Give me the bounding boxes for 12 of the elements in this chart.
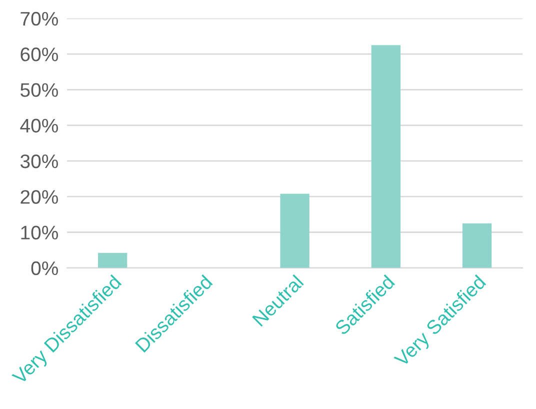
bar — [371, 45, 400, 268]
y-tick-label: 30% — [20, 154, 58, 168]
bar — [280, 194, 310, 268]
bar — [98, 252, 128, 268]
y-tick-label: 20% — [20, 190, 58, 204]
bar — [462, 223, 492, 268]
y-tick-label: 0% — [31, 261, 58, 276]
y-tick-label: 70% — [20, 12, 58, 26]
y-tick-label: 60% — [20, 48, 58, 62]
y-tick-label: 10% — [21, 226, 58, 240]
y-tick-label: 50% — [20, 83, 58, 97]
y-tick-label: 40% — [20, 118, 58, 133]
